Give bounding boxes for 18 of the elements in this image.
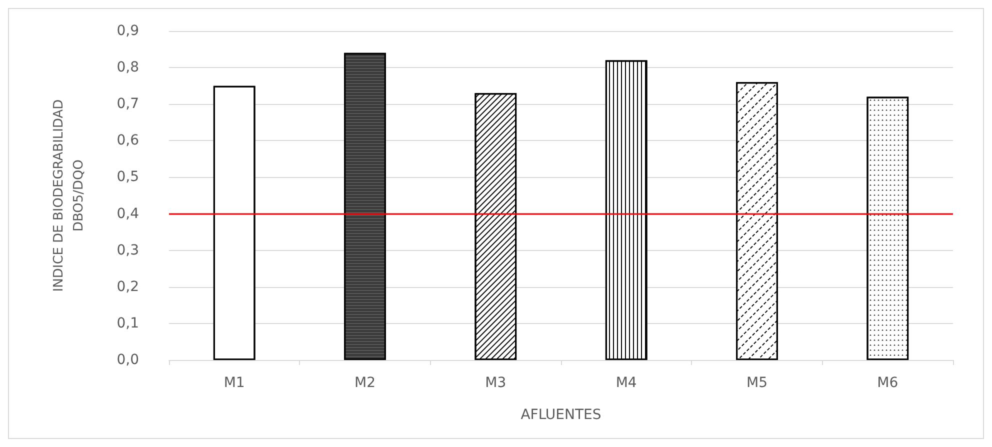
y-tick-label: 0,5	[116, 169, 139, 186]
y-tick-label: 0,4	[116, 206, 140, 222]
y-tick-label: 0,1	[116, 315, 139, 332]
x-tick-label: M3	[485, 375, 506, 391]
x-tick-label: M5	[746, 375, 768, 391]
y-tick-label: 0,8	[116, 60, 139, 76]
x-tick-label: M1	[224, 375, 245, 391]
y-tick-label: 0,0	[116, 352, 139, 368]
x-axis-title: AFLUENTES	[520, 407, 602, 423]
x-tick-label: M2	[354, 375, 376, 391]
y-tick-label: 0,9	[116, 23, 139, 39]
y-axis-title: INDICE DE BIODEGRABILIDAD DBO5/DQO	[52, 99, 86, 292]
y-tick-label: 0,3	[116, 242, 139, 258]
x-tick-label: M6	[877, 375, 898, 391]
y-tick-label: 0,2	[116, 278, 139, 295]
y-tick-label: 0,6	[116, 132, 140, 149]
x-tick-label: M4	[616, 375, 637, 391]
y-tick-label: 0,7	[116, 96, 139, 112]
